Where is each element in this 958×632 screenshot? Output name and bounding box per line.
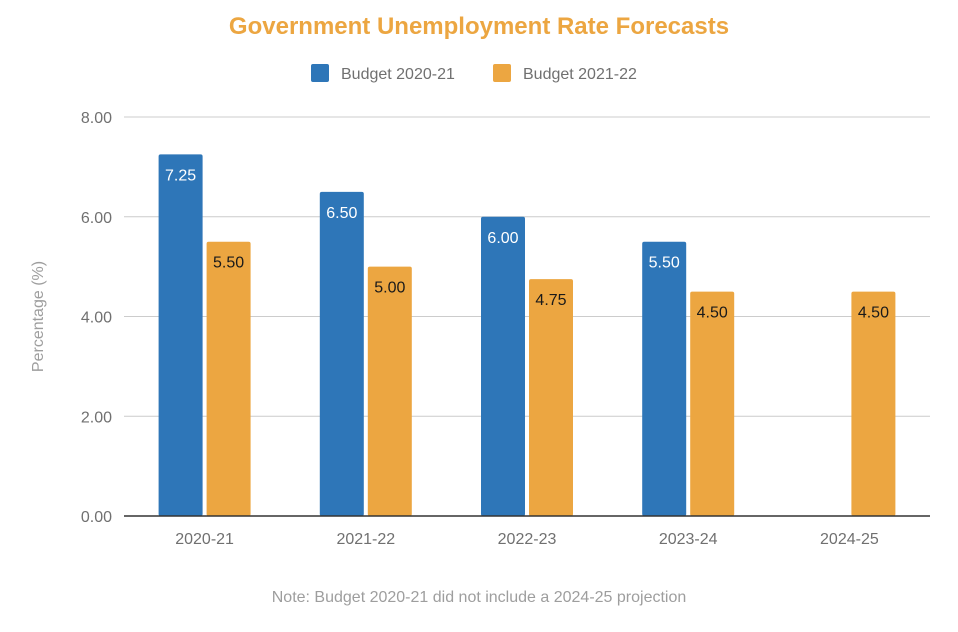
y-tick-label: 2.00: [81, 409, 112, 426]
bar: [158, 154, 203, 516]
bar-value-label: 4.75: [535, 292, 566, 309]
legend-label: Budget 2020-21: [341, 66, 455, 83]
y-tick-label: 0.00: [81, 509, 112, 526]
bar: [529, 279, 573, 516]
x-tick-label: 2022-23: [498, 531, 557, 548]
bar: [367, 266, 412, 516]
bar: [206, 241, 251, 516]
bar-value-label: 6.50: [326, 205, 357, 222]
legend-swatch: [311, 64, 329, 82]
y-tick-label: 6.00: [81, 210, 112, 227]
bar: [690, 291, 735, 516]
bar-value-label: 4.50: [697, 305, 728, 322]
x-tick-label: 2023-24: [659, 531, 718, 548]
y-tick-label: 8.00: [81, 110, 112, 127]
bar: [319, 191, 364, 516]
legend-label: Budget 2021-22: [523, 66, 637, 83]
bar-value-label: 5.50: [213, 255, 244, 272]
y-tick-label: 4.00: [81, 310, 112, 327]
bar-value-label: 7.25: [165, 167, 196, 184]
bar-value-label: 5.00: [374, 280, 405, 297]
bar: [851, 291, 896, 516]
bar-value-label: 6.00: [487, 230, 518, 247]
x-tick-label: 2020-21: [175, 531, 234, 548]
chart-note: Note: Budget 2020-21 did not include a 2…: [271, 589, 687, 606]
y-axis-label: Percentage (%): [30, 261, 47, 372]
bar: [642, 241, 687, 516]
chart-title: Government Unemployment Rate Forecasts: [228, 13, 730, 40]
bar: [481, 216, 525, 516]
legend-swatch: [493, 64, 511, 82]
x-tick-label: 2024-25: [820, 531, 879, 548]
bar-value-label: 4.50: [858, 305, 889, 322]
x-tick-label: 2021-22: [336, 531, 395, 548]
bar-value-label: 5.50: [649, 255, 680, 272]
